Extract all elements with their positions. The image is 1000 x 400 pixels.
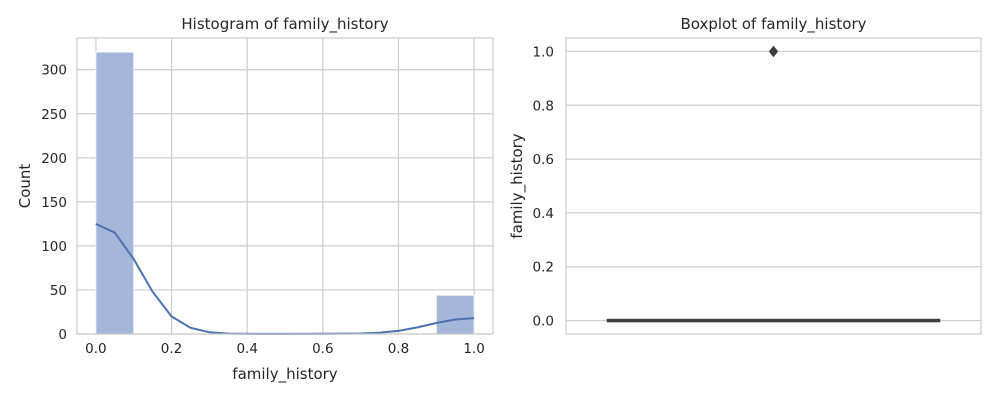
boxplot-grid: [566, 50, 981, 322]
histogram-y-tick-label: 150: [41, 195, 67, 211]
histogram-x-tick-label: 0.2: [161, 341, 182, 357]
histogram-x-tick-label: 0.4: [236, 341, 257, 357]
histogram-y-tick-label: 100: [41, 239, 67, 255]
histogram-title: Histogram of family_history: [181, 15, 388, 34]
boxplot-y-axis-label: family_history: [508, 133, 527, 239]
histogram-bars: [95, 51, 475, 335]
histogram-frame: [76, 37, 494, 335]
boxplot-y-tick-label: 1.0: [533, 44, 554, 60]
histogram-y-axis-label: Count: [16, 164, 34, 209]
boxplot-title: Boxplot of family_history: [680, 15, 866, 34]
histogram-bar-1: [435, 294, 475, 335]
boxplot-marks: [606, 45, 941, 323]
boxplot-frame: [565, 37, 982, 335]
histogram-panel: 0.0 0.2 0.4 0.6 0.8 1.0 0 50 100 150 200 250 300 Hi…: [16, 15, 494, 384]
boxplot-y-tick-label: 0.8: [533, 98, 554, 114]
histogram-y-tick-label: 250: [41, 107, 67, 123]
histogram-y-tick-label: 0: [58, 327, 67, 343]
histogram-y-tick-label: 200: [41, 151, 67, 167]
histogram-grid: [77, 38, 493, 335]
boxplot-y-tick-label: 0.2: [533, 260, 554, 276]
histogram-x-tick-label: 0.6: [312, 341, 333, 357]
boxplot-panel: 0.0 0.2 0.4 0.6 0.8 1.0 Boxplot of family_his…: [508, 15, 982, 335]
boxplot-y-tick-label: 0.4: [533, 206, 554, 222]
histogram-x-tick-label: 0.0: [85, 341, 106, 357]
kde-line: [95, 222, 475, 335]
boxplot-y-ticks: 0.0 0.2 0.4 0.6 0.8 1.0: [533, 44, 554, 329]
histogram-x-tick-label: 0.8: [388, 341, 409, 357]
histogram-bar-0: [95, 51, 135, 335]
histogram-x-axis-label: family_history: [232, 365, 338, 384]
boxplot-y-tick-label: 0.6: [533, 152, 554, 168]
histogram-y-tick-label: 50: [50, 283, 67, 299]
histogram-y-ticks: 0 50 100 150 200 250 300: [41, 63, 67, 343]
boxplot-outlier: [768, 45, 779, 58]
boxplot-y-tick-label: 0.0: [533, 314, 554, 330]
histogram-y-tick-label: 300: [41, 63, 67, 79]
histogram-x-tick-label: 1.0: [463, 341, 484, 357]
histogram-x-ticks: 0.0 0.2 0.4 0.6 0.8 1.0: [85, 341, 485, 357]
